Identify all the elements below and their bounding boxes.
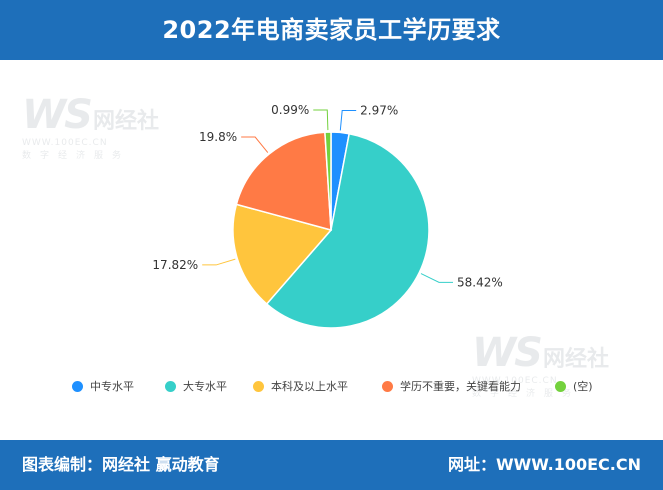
footer-bar: 图表编制：网经社 赢动教育 网址：WWW.100EC.CN	[0, 440, 663, 490]
watermark-logo: WS	[22, 92, 93, 138]
pie-leader-line-5	[313, 109, 329, 131]
legend-label: 大专水平	[183, 380, 227, 393]
legend-swatch	[72, 380, 83, 392]
legend-item-1[interactable]: 中专水平	[72, 376, 134, 398]
pie-data-label-2: 58.42%	[457, 275, 503, 289]
legend-label: 学历不重要，关键看能力	[400, 380, 521, 393]
pie-slice-3	[232, 203, 333, 306]
watermark-url: WWW.100EC.CN	[22, 138, 108, 148]
legend-swatch	[382, 380, 393, 392]
header-bar	[0, 0, 663, 60]
legend-swatch	[555, 380, 566, 392]
pie-data-label-5: 0.99%	[271, 103, 309, 117]
pie-data-label-3: 17.82%	[152, 258, 198, 272]
pie-chart: 2.97% 58.42% 17.82% 19.8% 0.99%	[152, 103, 503, 329]
page-title: 2022年电商卖家员工学历要求	[162, 16, 501, 44]
watermark-bottom-right: WS网经社 WWW.100EC.CN 数字经济服务	[472, 330, 609, 399]
footer-website: 网址：WWW.100EC.CN	[447, 455, 641, 474]
legend-item-5[interactable]: (空)	[555, 376, 593, 398]
watermark-name: 网经社	[542, 347, 609, 372]
legend-label: 本科及以上水平	[271, 380, 348, 393]
legend-item-2[interactable]: 大专水平	[165, 376, 227, 398]
pie-slice-5	[324, 131, 332, 231]
footer-credit: 图表编制：网经社 赢动教育	[22, 455, 220, 474]
pie-leader-line-1	[339, 110, 357, 131]
chart-legend: 中专水平 大专水平 本科及以上水平 学历不重要，关键看能力 (空)	[0, 376, 663, 398]
watermark-url: WWW.100EC.CN	[472, 376, 558, 386]
pie-leader-line-2	[420, 273, 453, 283]
legend-label: (空)	[573, 380, 593, 393]
watermark-subtitle: 数字经济服务	[22, 151, 131, 161]
legend-swatch	[165, 380, 176, 392]
pie-leader-line-3	[202, 258, 236, 266]
legend-label: 中专水平	[90, 380, 134, 393]
pie-slice-4	[235, 131, 332, 231]
pie-leader-line-4	[241, 136, 269, 153]
legend-swatch	[253, 380, 264, 392]
legend-item-3[interactable]: 本科及以上水平	[253, 376, 348, 398]
pie-slice-2	[265, 132, 430, 329]
watermark-name: 网经社	[92, 109, 159, 134]
watermark-subtitle: 数字经济服务	[472, 389, 581, 399]
watermark-logo: WS	[472, 330, 543, 376]
pie-data-label-4: 19.8%	[199, 130, 237, 144]
pie-data-label-1: 2.97%	[360, 104, 398, 118]
watermark-top-left: WS网经社 WWW.100EC.CN 数字经济服务	[22, 92, 159, 161]
legend-item-4[interactable]: 学历不重要，关键看能力	[382, 376, 521, 398]
